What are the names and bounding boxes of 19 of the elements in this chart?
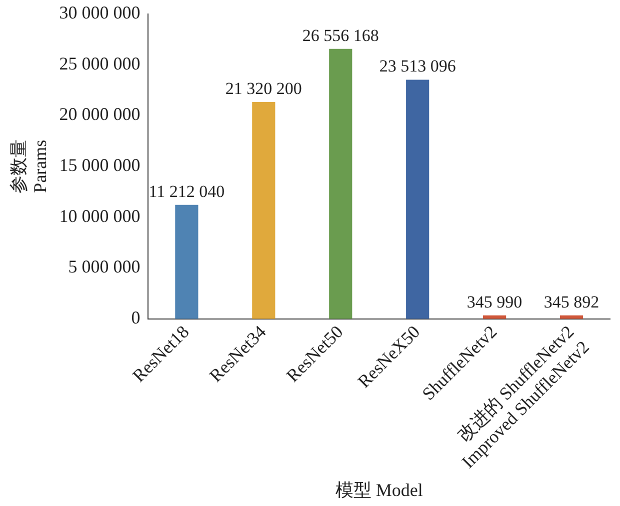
- data-label: 23 513 096: [379, 56, 456, 76]
- bar: [406, 80, 430, 319]
- y-tick-label: 10 000 000: [59, 206, 140, 226]
- y-tick-label: 20 000 000: [59, 104, 140, 124]
- x-axis-title: 模型 Model: [335, 480, 423, 500]
- y-tick-label: 15 000 000: [59, 155, 140, 176]
- y-tick-label: 5 000 000: [68, 256, 140, 277]
- data-label: 21 320 200: [225, 79, 302, 98]
- y-axis-title: 参数量 Params: [8, 139, 50, 194]
- y-tick-label: 0: [131, 308, 140, 328]
- y-tick-label: 30 000 000: [59, 2, 140, 23]
- data-label: 345 990: [466, 292, 522, 312]
- data-label: 345 892: [544, 292, 600, 312]
- bar: [252, 102, 276, 319]
- bar: [175, 204, 198, 319]
- bar: [329, 48, 352, 319]
- y-tick-label: 25 000 000: [59, 53, 140, 74]
- data-label: 26 556 168: [302, 26, 379, 45]
- data-label: 11 212 040: [148, 182, 225, 201]
